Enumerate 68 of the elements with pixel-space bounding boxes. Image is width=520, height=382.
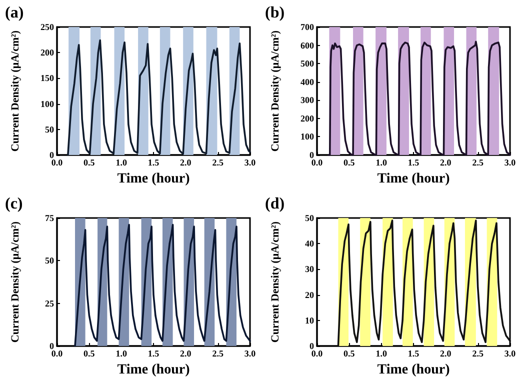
y-tick-label: 0 <box>310 150 314 160</box>
y-axis-title: Current Density (μA/cm²) <box>270 30 282 152</box>
y-tick-label: 300 <box>300 95 314 106</box>
y-tick-label: 0 <box>50 150 54 160</box>
x-tick-label: 1.5 <box>148 158 160 168</box>
y-tick-label: 100 <box>300 132 314 142</box>
x-tick-label: 0.5 <box>84 348 96 358</box>
y-tick-label: 250 <box>40 22 54 32</box>
x-tick-label: 3.0 <box>244 348 256 358</box>
x-tick-label: 0.0 <box>51 348 64 358</box>
y-tick-label: 150 <box>40 73 54 84</box>
x-tick-label: 2.0 <box>440 158 452 168</box>
x-tick-label: 0.0 <box>51 158 64 168</box>
x-tick-label: 0.5 <box>344 158 356 168</box>
y-tick-label: 100 <box>40 98 54 109</box>
x-axis-title: Time (hour) <box>117 172 190 186</box>
x-tick-label: 2.0 <box>180 158 192 168</box>
chart-title: (b) <box>265 4 285 22</box>
y-tick-label: 40 <box>305 238 314 249</box>
x-tick-label: 0.5 <box>344 348 356 358</box>
x-tick-label: 0.0 <box>311 348 324 358</box>
y-tick-label: 20 <box>305 290 314 300</box>
line-series <box>328 40 511 156</box>
x-axis-title: Time (hour) <box>117 362 190 378</box>
x-tick-label: 3.0 <box>244 158 256 168</box>
x-axis-title: Time (hour) <box>377 172 450 186</box>
x-tick-label: 1.0 <box>376 348 388 358</box>
line-series <box>337 220 511 347</box>
y-tick-label: 200 <box>300 113 314 124</box>
x-tick-label: 3.0 <box>504 348 516 358</box>
y-tick-label: 10 <box>305 315 314 326</box>
x-tick-label: 2.5 <box>212 348 224 358</box>
y-tick-label: 500 <box>300 58 314 69</box>
y-tick-label: 700 <box>300 22 314 32</box>
y-axis-title: Current Density (μA/cm²) <box>10 30 22 152</box>
y-tick-label: 75 <box>45 213 54 223</box>
line-series <box>67 39 251 156</box>
x-tick-label: 1.5 <box>148 348 160 358</box>
y-tick-label: 0 <box>50 341 54 351</box>
y-tick-label: 30 <box>305 264 314 274</box>
line-series <box>74 224 251 347</box>
y-tick-label: 50 <box>305 213 314 223</box>
y-axis-title: Current Density (μA/cm²) <box>270 221 282 343</box>
x-tick-label: 2.0 <box>180 348 192 358</box>
y-tick-label: 0 <box>310 341 314 351</box>
chart-title: (c) <box>5 196 23 212</box>
x-tick-label: 0.5 <box>84 158 96 168</box>
x-tick-label: 1.5 <box>408 158 420 168</box>
chart-title: (d) <box>265 196 285 212</box>
y-tick-label: 25 <box>45 298 54 308</box>
x-tick-label: 2.5 <box>472 348 484 358</box>
y-tick-label: 600 <box>300 40 314 50</box>
x-tick-label: 1.5 <box>408 348 420 358</box>
y-tick-label: 50 <box>45 256 54 266</box>
x-tick-label: 0.0 <box>311 158 324 168</box>
x-tick-label: 2.5 <box>212 158 224 168</box>
chart-title: (a) <box>5 4 24 22</box>
y-axis-title: Current Density (μA/cm²) <box>10 221 22 343</box>
x-tick-label: 2.0 <box>440 348 452 358</box>
y-tick-label: 50 <box>45 124 54 134</box>
x-axis-title: Time (hour) <box>377 362 450 378</box>
x-tick-label: 3.0 <box>504 158 516 168</box>
x-tick-label: 2.5 <box>472 158 484 168</box>
x-tick-label: 1.0 <box>116 348 128 358</box>
x-tick-label: 1.0 <box>116 158 128 168</box>
y-tick-label: 400 <box>300 76 314 87</box>
y-tick-label: 200 <box>40 48 54 58</box>
x-tick-label: 1.0 <box>376 158 388 168</box>
